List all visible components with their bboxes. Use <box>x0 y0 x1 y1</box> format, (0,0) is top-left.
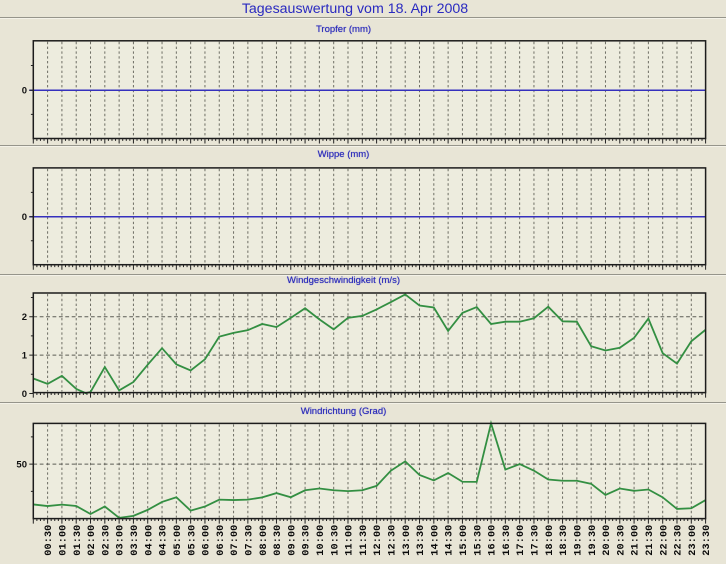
svg-text:09:30: 09:30 <box>302 525 313 556</box>
svg-text:13:00: 13:00 <box>402 525 413 556</box>
svg-text:13:30: 13:30 <box>416 525 427 556</box>
svg-text:11:00: 11:00 <box>345 525 356 556</box>
svg-text:08:30: 08:30 <box>273 525 284 556</box>
svg-text:06:30: 06:30 <box>216 525 227 556</box>
svg-text:1: 1 <box>22 350 28 361</box>
svg-text:19:30: 19:30 <box>588 525 599 556</box>
svg-text:17:00: 17:00 <box>516 525 527 556</box>
svg-text:16:00: 16:00 <box>488 525 499 556</box>
svg-text:12:00: 12:00 <box>373 525 384 556</box>
svg-text:19:00: 19:00 <box>573 525 584 556</box>
svg-text:0: 0 <box>22 212 27 223</box>
svg-text:01:30: 01:30 <box>73 525 84 556</box>
svg-text:12:30: 12:30 <box>388 525 399 556</box>
svg-text:50: 50 <box>16 459 27 470</box>
svg-text:04:00: 04:00 <box>144 525 155 556</box>
svg-text:15:30: 15:30 <box>473 525 484 556</box>
svg-text:0: 0 <box>22 389 27 400</box>
svg-text:18:00: 18:00 <box>545 525 556 556</box>
svg-text:06:00: 06:00 <box>202 525 213 556</box>
svg-text:21:30: 21:30 <box>645 525 656 556</box>
svg-text:16:30: 16:30 <box>502 525 513 556</box>
svg-text:20:30: 20:30 <box>616 525 627 556</box>
svg-text:03:00: 03:00 <box>116 525 127 556</box>
svg-text:11:30: 11:30 <box>359 525 370 556</box>
svg-text:05:00: 05:00 <box>173 525 184 556</box>
svg-text:17:30: 17:30 <box>531 525 542 556</box>
svg-text:10:30: 10:30 <box>330 525 341 556</box>
svg-text:23:30: 23:30 <box>702 525 713 556</box>
svg-text:0: 0 <box>22 86 27 97</box>
svg-text:08:00: 08:00 <box>259 525 270 556</box>
svg-text:14:30: 14:30 <box>445 525 456 556</box>
svg-text:02:00: 02:00 <box>87 525 98 556</box>
svg-text:20:00: 20:00 <box>602 525 613 556</box>
svg-text:22:00: 22:00 <box>659 525 670 556</box>
svg-text:07:30: 07:30 <box>244 525 255 556</box>
svg-text:23:00: 23:00 <box>688 525 699 556</box>
svg-text:2: 2 <box>22 312 27 323</box>
svg-text:05:30: 05:30 <box>187 525 198 556</box>
svg-text:14:00: 14:00 <box>430 525 441 556</box>
svg-text:09:00: 09:00 <box>287 525 298 556</box>
svg-text:01:00: 01:00 <box>59 525 70 556</box>
svg-text:15:00: 15:00 <box>459 525 470 556</box>
svg-text:04:30: 04:30 <box>159 525 170 556</box>
svg-text:10:00: 10:00 <box>316 525 327 556</box>
svg-text:18:30: 18:30 <box>559 525 570 556</box>
svg-text:03:30: 03:30 <box>130 525 141 556</box>
svg-text:00:30: 00:30 <box>44 525 55 556</box>
svg-text:21:00: 21:00 <box>631 525 642 556</box>
svg-text:22:30: 22:30 <box>674 525 685 556</box>
svg-text:07:00: 07:00 <box>230 525 241 556</box>
svg-text:02:30: 02:30 <box>101 525 112 556</box>
